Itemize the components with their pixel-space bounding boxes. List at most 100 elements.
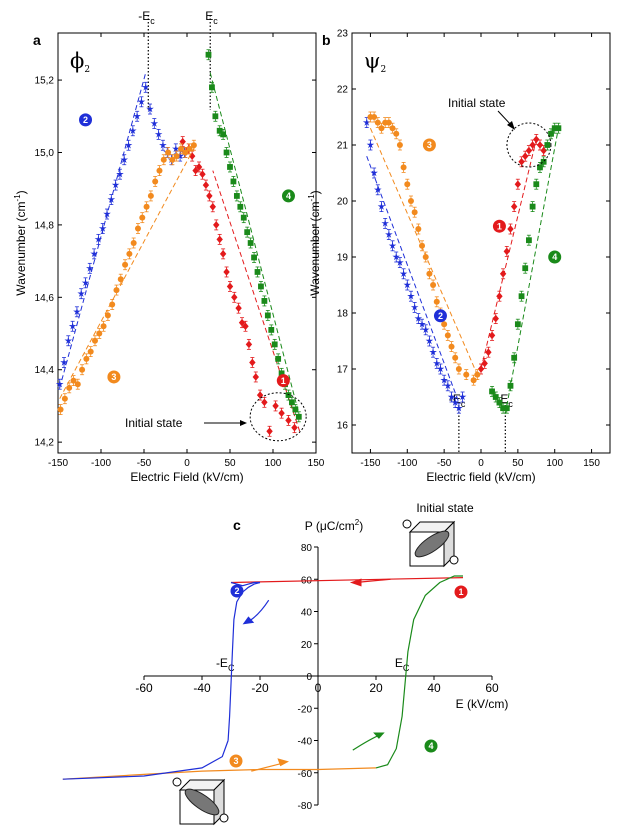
y-tick-label: 19: [337, 253, 349, 264]
data-point: [173, 153, 180, 160]
data-point: [213, 221, 220, 229]
minus-charge: [402, 519, 412, 529]
plus-charge: [449, 555, 459, 565]
data-point: [385, 230, 393, 238]
data-point: [295, 413, 302, 420]
data-point: [433, 359, 441, 367]
x-tick-label: 100: [265, 458, 282, 469]
panel-c: c -60 -40 -20 0 20 40 60-80-60-40-20020406080P…: [62, 501, 509, 826]
x-axis-label: E (kV/cm): [456, 697, 509, 711]
data-point: [240, 214, 247, 221]
x-axis-label: Electric field (kV/cm): [426, 470, 535, 484]
data-point: [444, 332, 451, 339]
data-point: [212, 113, 219, 120]
data-point: [57, 406, 64, 413]
initial-state-arrowhead: [507, 121, 515, 130]
ellipsoid: [184, 788, 220, 816]
y-tick-label: 23: [337, 29, 349, 40]
data-point: [385, 119, 392, 126]
data-point: [150, 119, 159, 127]
initial-state-cube: [402, 519, 459, 568]
y-tick-label: 20: [301, 640, 313, 651]
x-tick-label: 20: [369, 681, 383, 695]
data-point: [399, 269, 408, 277]
data-point: [544, 142, 551, 148]
x-tick-label: -20: [251, 681, 269, 695]
y-tick-label: -80: [298, 801, 313, 812]
data-point: [74, 381, 81, 388]
fit-line: [59, 144, 197, 399]
data-point: [388, 241, 397, 249]
data-point: [77, 289, 85, 297]
data-point: [429, 348, 437, 356]
x-tick-label: -150: [48, 458, 68, 469]
badge-2-circle: [230, 584, 244, 598]
data-point: [507, 225, 514, 233]
data-point: [177, 145, 184, 152]
panel-c-label: c: [233, 517, 241, 533]
data-point: [278, 409, 285, 417]
badge-1-label: 1: [497, 221, 502, 231]
panel-a: a -150 -100 -50 0 50 100 150 14,2 14,4 14,6 14,8 15…: [13, 9, 325, 484]
loop-branch-3: [62, 767, 377, 780]
data-point: [455, 366, 462, 372]
data-point: [244, 229, 251, 236]
badge-1: 1: [492, 219, 506, 233]
data-point: [418, 320, 426, 328]
y-tick-label: 14,8: [35, 220, 55, 231]
y-tick-label: 14,4: [35, 365, 55, 376]
data-point: [159, 141, 167, 149]
data-point: [133, 112, 141, 120]
data-point: [129, 126, 137, 134]
data-point: [421, 325, 430, 333]
badge-1-label: 1: [281, 376, 286, 386]
data-point: [137, 97, 146, 105]
minus-charge: [219, 813, 229, 823]
data-point: [251, 254, 257, 261]
data-point: [188, 152, 196, 160]
badge-2-label: 2: [438, 311, 443, 321]
data-point: [463, 371, 470, 378]
data-point: [90, 249, 98, 258]
data-point: [410, 303, 419, 311]
data-point: [160, 156, 167, 163]
data-point: [134, 225, 141, 232]
x-tick-label: 0: [184, 458, 190, 469]
data-point: [227, 164, 233, 170]
data-point: [378, 125, 385, 132]
y-tick-label: 21: [337, 141, 349, 152]
data-point: [68, 322, 77, 330]
badge-1-label: 1: [458, 587, 463, 597]
data-point: [540, 146, 547, 155]
data-point: [113, 287, 120, 294]
data-point: [451, 398, 459, 406]
mode-symbol: ϕ2: [70, 49, 90, 75]
data-point: [202, 181, 210, 189]
badge-2: 2: [433, 309, 447, 323]
data-point: [426, 270, 433, 277]
data-point: [518, 158, 525, 166]
badge-3-label: 3: [111, 372, 116, 382]
badge-3: 3: [107, 370, 121, 384]
x-tick-label: -100: [397, 458, 417, 469]
badge-1-circle: [454, 585, 468, 599]
badge-2-circle: [433, 309, 447, 323]
x-tick-label: 60: [485, 681, 499, 695]
data-point: [87, 348, 94, 355]
data-point: [264, 312, 271, 319]
badge-2-label: 2: [234, 586, 239, 596]
data-point: [448, 343, 455, 350]
data-point: [485, 348, 492, 356]
x-tick-label: 40: [427, 681, 441, 695]
data-point: [206, 192, 213, 200]
data-point: [496, 399, 503, 406]
data-point: [503, 405, 510, 412]
data-point: [247, 240, 254, 246]
data-point: [154, 130, 163, 138]
data-point: [285, 416, 292, 425]
series-2: [55, 72, 189, 390]
loop-branch-2b: [227, 581, 261, 741]
x-tick-label: 100: [546, 458, 563, 469]
data-point: [98, 224, 107, 232]
data-point: [209, 202, 216, 211]
